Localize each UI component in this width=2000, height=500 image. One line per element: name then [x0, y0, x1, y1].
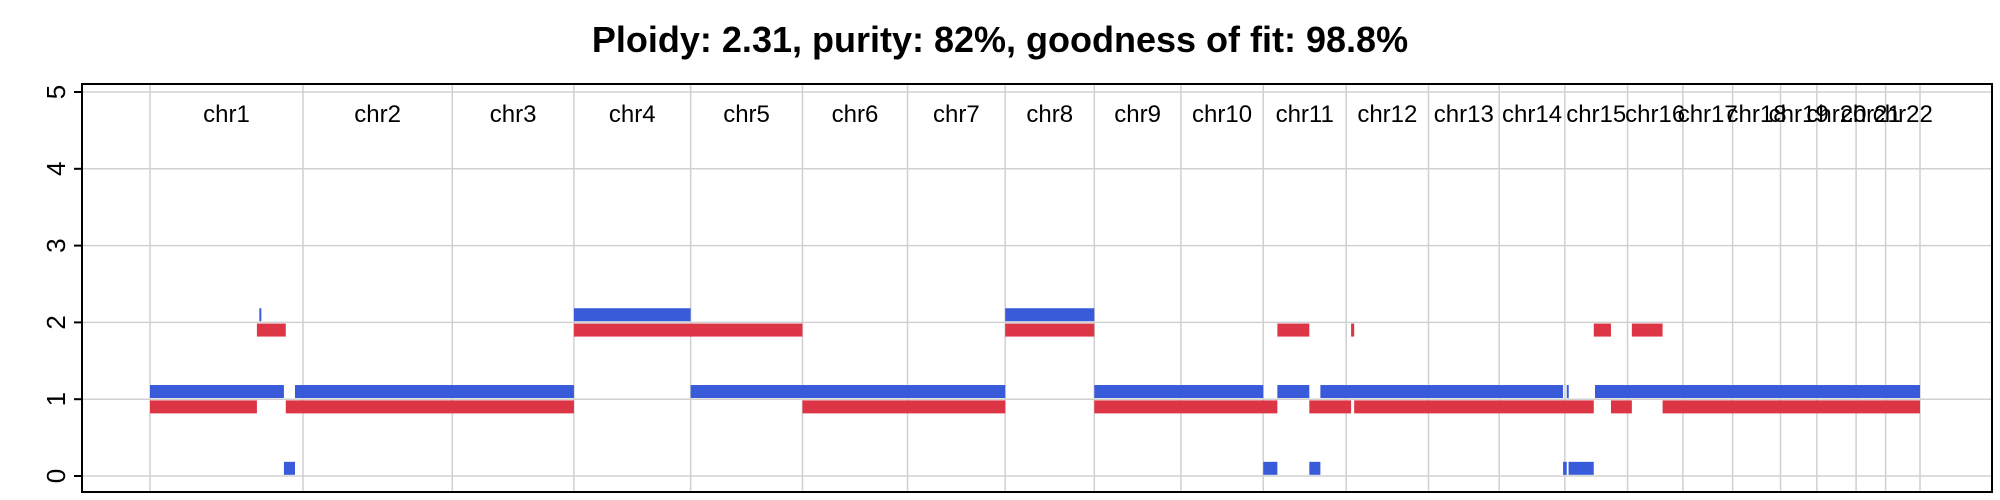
chart-title: Ploidy: 2.31, purity: 82%, goodness of f… [592, 19, 1408, 60]
chromosome-label-chr14: chr14 [1502, 101, 1562, 128]
chromosome-label-chr12: chr12 [1357, 101, 1417, 128]
minor-segment [285, 400, 574, 414]
major-segment [150, 385, 284, 399]
chromosome-labels: chr1 chr2 chr3 chr4 chr5 chr6 chr7 chr8 chr9 chr1… [203, 101, 1933, 128]
major-segment [1309, 461, 1321, 475]
minor-segments [150, 323, 1920, 414]
chromosome-label-chr2: chr2 [354, 101, 401, 128]
minor-segment [1094, 400, 1278, 414]
y-tick-label: 2 [41, 315, 71, 329]
y-tick-label: 0 [41, 469, 71, 483]
y-axis: 0 1 2 3 4 5 [41, 85, 82, 483]
chromosome-label-chr19: chr19 [1769, 101, 1829, 128]
y-tick-label: 3 [41, 238, 71, 252]
minor-segment [1309, 400, 1352, 414]
chromosome-label-chr5: chr5 [723, 101, 770, 128]
chromosome-label-chr11: chr11 [1276, 101, 1334, 128]
minor-segment [573, 323, 803, 337]
major-segment [573, 308, 691, 322]
chromosome-label-chr15: chr15 [1566, 101, 1626, 128]
chromosome-label-chr10: chr10 [1192, 101, 1252, 128]
minor-segment [1354, 400, 1594, 414]
major-segment [1263, 461, 1278, 475]
minor-segment [1631, 323, 1663, 337]
minor-segment [150, 400, 257, 414]
major-segment [259, 308, 262, 322]
chromosome-label-chr8: chr8 [1026, 101, 1073, 128]
chromosome-label-chr22: chr22 [1873, 101, 1933, 128]
major-segment [1568, 461, 1594, 475]
chromosome-label-chr13: chr13 [1434, 101, 1494, 128]
chromosome-label-chr4: chr4 [609, 101, 656, 128]
minor-segment [1662, 400, 1920, 414]
chromosome-label-chr18: chr18 [1727, 101, 1787, 128]
gridlines [82, 84, 1992, 492]
plot-frame [81, 83, 1993, 493]
major-segment [1594, 385, 1920, 399]
minor-segment [256, 323, 286, 337]
major-segment [1277, 385, 1310, 399]
major-segment [1005, 308, 1095, 322]
major-segment [283, 461, 295, 475]
minor-segment [802, 400, 1006, 414]
major-segment [1563, 461, 1567, 475]
major-segment [1566, 385, 1569, 399]
chromosome-label-chr16: chr16 [1625, 101, 1685, 128]
major-segment [690, 385, 1006, 399]
y-tick-label: 1 [41, 392, 71, 406]
major-segment [294, 385, 574, 399]
chromosome-label-chr21: chr21 [1841, 101, 1901, 128]
chromosome-label-chr20: chr20 [1806, 101, 1866, 128]
major-segments [150, 308, 1920, 475]
major-segment [1094, 385, 1264, 399]
chromosome-label-chr7: chr7 [933, 101, 980, 128]
chromosome-label-chr3: chr3 [490, 101, 537, 128]
minor-segment [1005, 323, 1095, 337]
major-segment [1320, 385, 1564, 399]
chromosome-label-chr9: chr9 [1114, 101, 1161, 128]
y-tick-label: 4 [41, 162, 71, 176]
minor-segment [1610, 400, 1632, 414]
y-tick-label: 5 [41, 85, 71, 99]
chromosome-label-chr1: chr1 [203, 101, 250, 128]
chromosome-label-chr17: chr17 [1678, 101, 1738, 128]
chromosome-label-chr6: chr6 [832, 101, 879, 128]
minor-segment [1593, 323, 1611, 337]
minor-segment [1351, 323, 1355, 337]
minor-segment [1277, 323, 1310, 337]
